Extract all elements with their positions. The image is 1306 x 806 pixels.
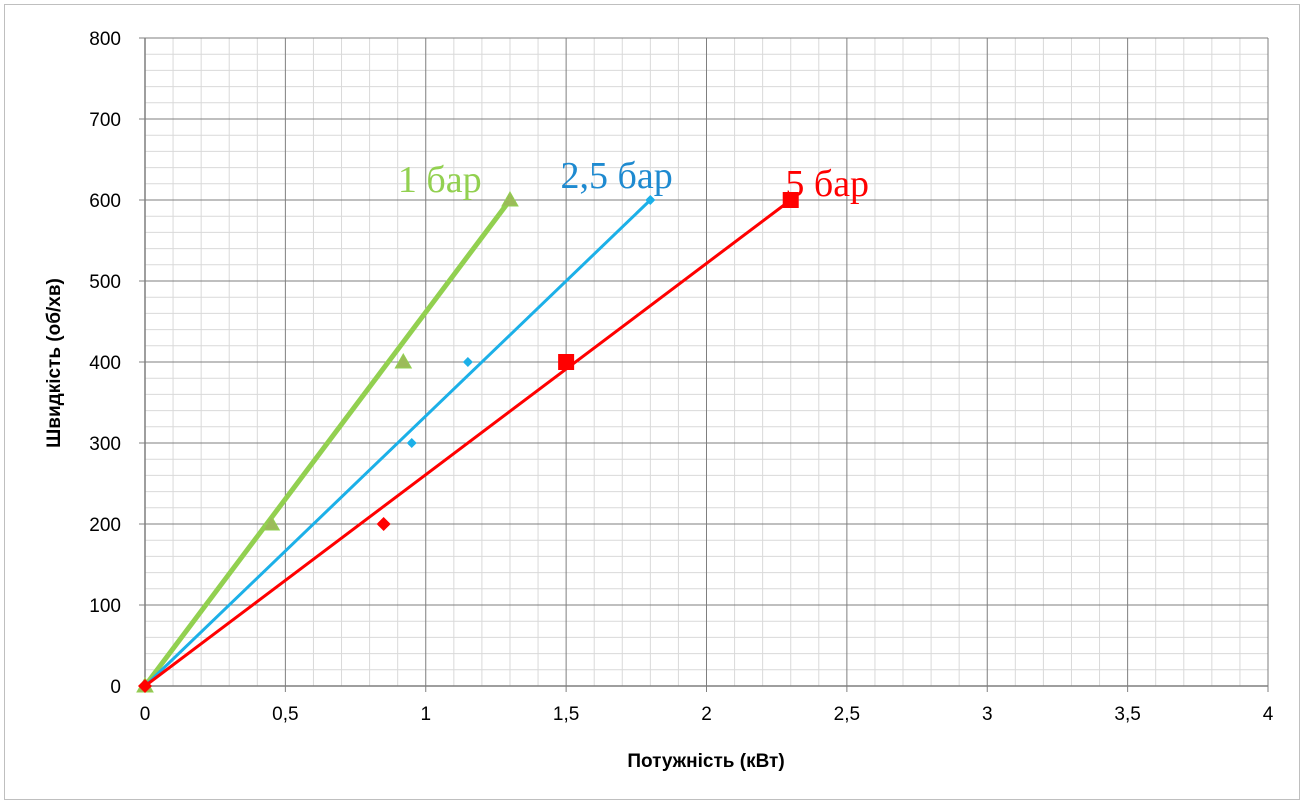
data-point-s3-2 xyxy=(376,517,391,531)
series-annotation-2: 2,5 бар xyxy=(561,155,673,197)
y-tick-label: 500 xyxy=(89,272,121,293)
y-tick-label: 100 xyxy=(89,596,121,617)
x-tick-label: 1,5 xyxy=(553,704,579,725)
x-tick-label: 2 xyxy=(701,704,712,725)
y-axis-title: Швидкість (об/хв) xyxy=(44,278,65,448)
y-tick-label: 200 xyxy=(89,515,121,536)
axes xyxy=(139,37,1269,692)
x-tick-label: 0 xyxy=(140,704,151,725)
x-tick-label: 1 xyxy=(420,704,431,725)
data-point-s1-2 xyxy=(262,514,281,531)
series-annotation-3: 5 бар xyxy=(785,163,869,205)
y-tick-label: 400 xyxy=(89,353,121,374)
data-point-s3-4 xyxy=(782,192,799,208)
major-gridlines xyxy=(144,37,1269,687)
y-axis-ticks: 0 100 200 300 400 500 600 700 800 xyxy=(89,29,121,698)
trendlines xyxy=(142,197,793,689)
trendline-2 xyxy=(143,198,652,688)
x-tick-label: 0,5 xyxy=(272,704,298,725)
y-tick-label: 0 xyxy=(110,677,121,698)
trendline-1 xyxy=(142,197,513,689)
chart-frame xyxy=(4,4,1300,800)
data-markers xyxy=(136,190,799,693)
x-tick-label: 2,5 xyxy=(834,704,860,725)
series-annotations: 1 бар 2,5 бар 5 бар xyxy=(398,155,869,205)
x-tick-label: 4 xyxy=(1263,704,1274,725)
y-tick-label: 800 xyxy=(89,29,121,50)
x-axis-ticks: 0 0,5 1 1,5 2 2,5 3 3,5 4 xyxy=(140,704,1274,725)
data-point-s3-3 xyxy=(558,354,575,370)
data-point-s2-4 xyxy=(645,195,656,205)
data-point-s1-4 xyxy=(501,190,519,207)
data-point-s2-3 xyxy=(462,357,473,367)
data-point-s3-1 xyxy=(138,679,152,693)
x-axis-title: Потужність (кВт) xyxy=(627,751,784,772)
y-tick-label: 700 xyxy=(89,110,121,131)
x-tick-label: 3,5 xyxy=(1114,704,1140,725)
data-point-s2-2 xyxy=(406,438,417,448)
data-point-s1-3 xyxy=(394,352,413,369)
y-tick-label: 300 xyxy=(89,434,121,455)
trendline-3 xyxy=(143,198,793,688)
x-tick-label: 3 xyxy=(982,704,993,725)
y-tick-label: 600 xyxy=(89,191,121,212)
series-annotation-1: 1 бар xyxy=(398,159,482,201)
